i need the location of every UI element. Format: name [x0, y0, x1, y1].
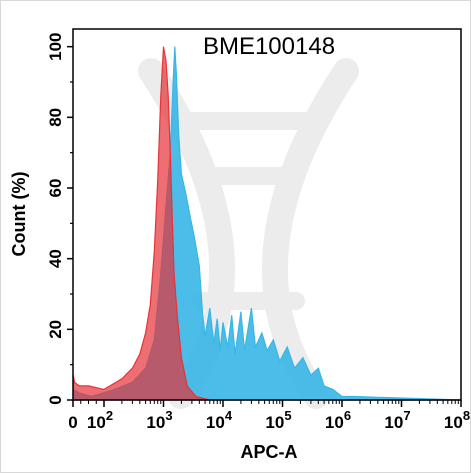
- x-tick-label: 108: [444, 408, 470, 432]
- watermark-stroke: [182, 112, 315, 310]
- y-axis-title: Count (%): [9, 172, 29, 257]
- x-tick-label: 105: [265, 408, 291, 432]
- y-tick-label: 0: [46, 395, 65, 404]
- y-tick-label: 40: [46, 249, 65, 268]
- series-area-1: [72, 46, 461, 401]
- x-tick-label: 103: [146, 408, 172, 432]
- y-tick-label: 80: [46, 108, 65, 127]
- x-tick-label: 107: [384, 408, 410, 432]
- plot-frame: [72, 28, 462, 401]
- x-tick-label: 104: [206, 408, 233, 432]
- y-tick-label: 20: [46, 320, 65, 339]
- watermark-stroke: [262, 58, 359, 409]
- x-axis-title: APC-A: [241, 442, 298, 462]
- y-tick-label: 60: [46, 179, 65, 198]
- x-tick-label: 102: [87, 408, 113, 432]
- x-tick-label: 0: [68, 413, 77, 432]
- chart-title: BME100148: [203, 33, 335, 60]
- y-tick-label: 100: [46, 32, 65, 60]
- x-tick-label: 106: [325, 408, 351, 432]
